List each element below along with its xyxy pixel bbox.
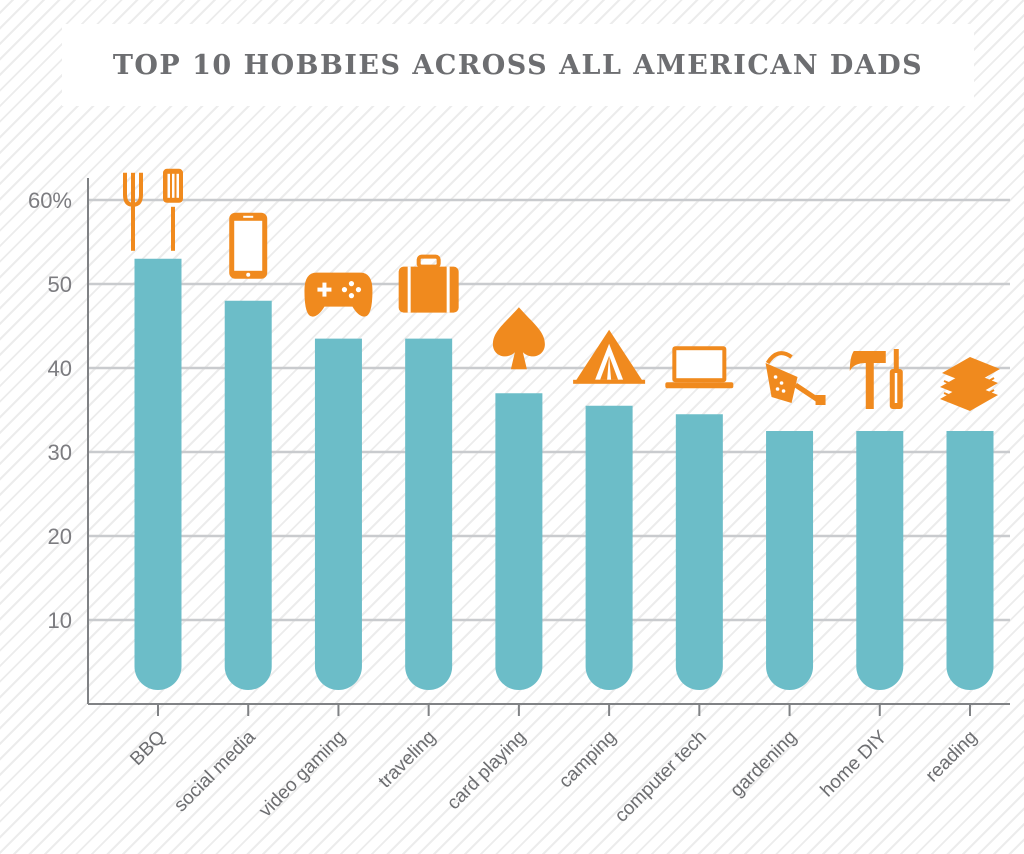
bar — [585, 405, 633, 690]
category-label: card playing — [443, 727, 530, 814]
bar — [134, 258, 182, 690]
y-tick-label: 10 — [48, 608, 72, 633]
category-label: BBQ — [126, 727, 169, 770]
icons — [123, 168, 1000, 411]
title-banner: TOP 10 HOBBIES ACROSS ALL AMERICAN DADS — [62, 24, 974, 106]
bbq-tools-icon — [123, 168, 183, 251]
suitcase-icon — [398, 254, 459, 313]
books-icon — [940, 357, 1000, 411]
bar — [224, 300, 272, 690]
category-label: gardening — [726, 727, 801, 802]
bar — [856, 431, 904, 690]
y-tick-labels: 10 20 30 40 50 60% — [28, 188, 72, 633]
y-tick-label: 20 — [48, 524, 72, 549]
axes — [87, 178, 1010, 716]
gamepad-icon — [304, 272, 373, 317]
y-tick-label: 60% — [28, 188, 72, 213]
category-label: home DIY — [817, 726, 892, 801]
category-label: social media — [170, 726, 260, 816]
laptop-icon — [665, 346, 734, 389]
y-tick-label: 30 — [48, 440, 72, 465]
category-label: computer tech — [611, 727, 711, 827]
watering-can-icon — [765, 351, 826, 405]
tent-icon — [573, 329, 646, 384]
bar — [946, 431, 994, 690]
category-label: traveling — [375, 727, 441, 793]
spade-icon — [492, 307, 545, 370]
smartphone-icon — [229, 212, 268, 279]
hammer-screwdriver-icon — [849, 349, 903, 409]
bar — [405, 338, 453, 690]
chart-title: TOP 10 HOBBIES ACROSS ALL AMERICAN DADS — [112, 49, 924, 81]
y-tick-label: 50 — [48, 272, 72, 297]
bar — [675, 414, 723, 690]
bar — [314, 338, 362, 690]
category-label: video gaming — [255, 727, 350, 822]
bars — [134, 258, 994, 690]
category-label: camping — [555, 727, 621, 793]
bar — [495, 393, 543, 690]
y-tick-label: 40 — [48, 356, 72, 381]
category-label: reading — [922, 727, 982, 787]
bar — [766, 431, 814, 690]
